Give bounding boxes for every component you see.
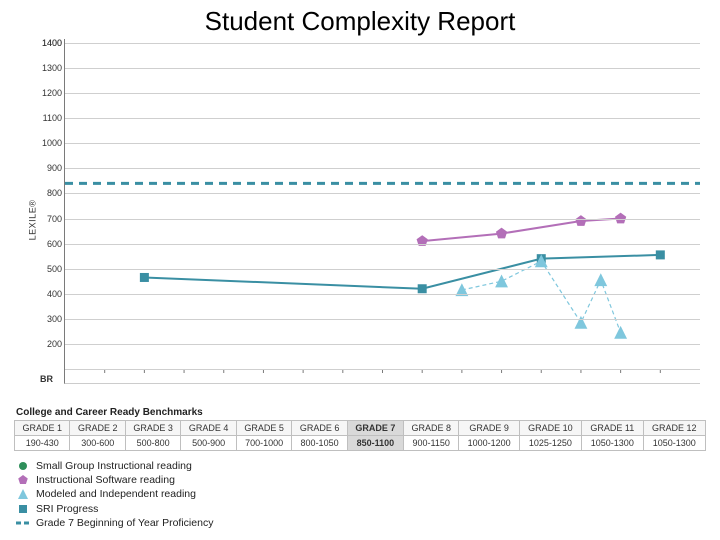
legend-label: SRI Progress [36,502,98,516]
bench-col: GRADE 8 [403,421,458,436]
square-icon [16,503,30,515]
y-tick: 500 [34,264,62,274]
grid-line [65,219,700,220]
grid-line [65,244,700,245]
bench-cell: 900-1150 [403,436,458,451]
bench-cell: 500-900 [181,436,236,451]
y-tick: 300 [34,314,62,324]
grid-line [65,118,700,119]
y-tick: 1100 [34,113,62,123]
grid-line [65,193,700,194]
bench-col: GRADE 2 [70,421,125,436]
legend: Small Group Instructional readingInstruc… [16,459,720,530]
grid-line [65,269,700,270]
bench-col: GRADE 10 [519,421,581,436]
bench-cell: 850-1100 [347,436,403,451]
dash-icon [16,517,30,529]
legend-label: Small Group Instructional reading [36,459,192,473]
legend-label: Modeled and Independent reading [36,487,196,501]
grid-line [65,168,700,169]
bench-col: GRADE 4 [181,421,236,436]
y-tick: 800 [34,188,62,198]
bench-cell: 1050-1300 [582,436,643,451]
bench-cell: 700-1000 [236,436,291,451]
grid-line [65,143,700,144]
y-tick-br: BR [40,374,53,384]
y-tick: 1000 [34,138,62,148]
page-title: Student Complexity Report [0,0,720,39]
bench-col: GRADE 11 [582,421,643,436]
bench-col: GRADE 5 [236,421,291,436]
benchmarks-table: GRADE 1GRADE 2GRADE 3GRADE 4GRADE 5GRADE… [14,420,706,451]
grid-line [65,43,700,44]
lexile-chart: LEXILE® 20030040050060070080090010001100… [10,39,710,401]
bench-cell: 1000-1200 [459,436,519,451]
circle-icon [16,460,30,472]
bench-cell: 300-600 [70,436,125,451]
grid-line [65,344,700,345]
bench-cell: 1050-1300 [643,436,705,451]
series-software [422,219,620,242]
bench-col: GRADE 6 [292,421,347,436]
y-tick: 600 [34,239,62,249]
legend-item-ref: Grade 7 Beginning of Year Proficiency [16,516,720,530]
y-tick: 1300 [34,63,62,73]
y-tick: 400 [34,289,62,299]
legend-label: Grade 7 Beginning of Year Proficiency [36,516,213,530]
bench-col: GRADE 1 [15,421,70,436]
y-tick: 700 [34,214,62,224]
grid-line [65,93,700,94]
grid-line [65,369,700,370]
y-tick: 1200 [34,88,62,98]
series-sri [144,255,660,289]
bench-cell: 500-800 [125,436,180,451]
bench-col: GRADE 12 [643,421,705,436]
grid-line [65,319,700,320]
y-tick: 200 [34,339,62,349]
legend-item-modeled: Modeled and Independent reading [16,487,720,501]
bench-col: GRADE 3 [125,421,180,436]
pentagon-icon [16,474,30,486]
bench-col: GRADE 7 [347,421,403,436]
bench-cell: 1025-1250 [519,436,581,451]
legend-item-smallgroup: Small Group Instructional reading [16,459,720,473]
grid-line [65,68,700,69]
legend-item-software: Instructional Software reading [16,473,720,487]
bench-cell: 800-1050 [292,436,347,451]
y-tick: 900 [34,163,62,173]
legend-item-sri: SRI Progress [16,502,720,516]
legend-label: Instructional Software reading [36,473,175,487]
bench-col: GRADE 9 [459,421,519,436]
triangle-icon [16,488,30,500]
grid-line [65,294,700,295]
bench-cell: 190-430 [15,436,70,451]
benchmarks-title: College and Career Ready Benchmarks [16,407,720,418]
